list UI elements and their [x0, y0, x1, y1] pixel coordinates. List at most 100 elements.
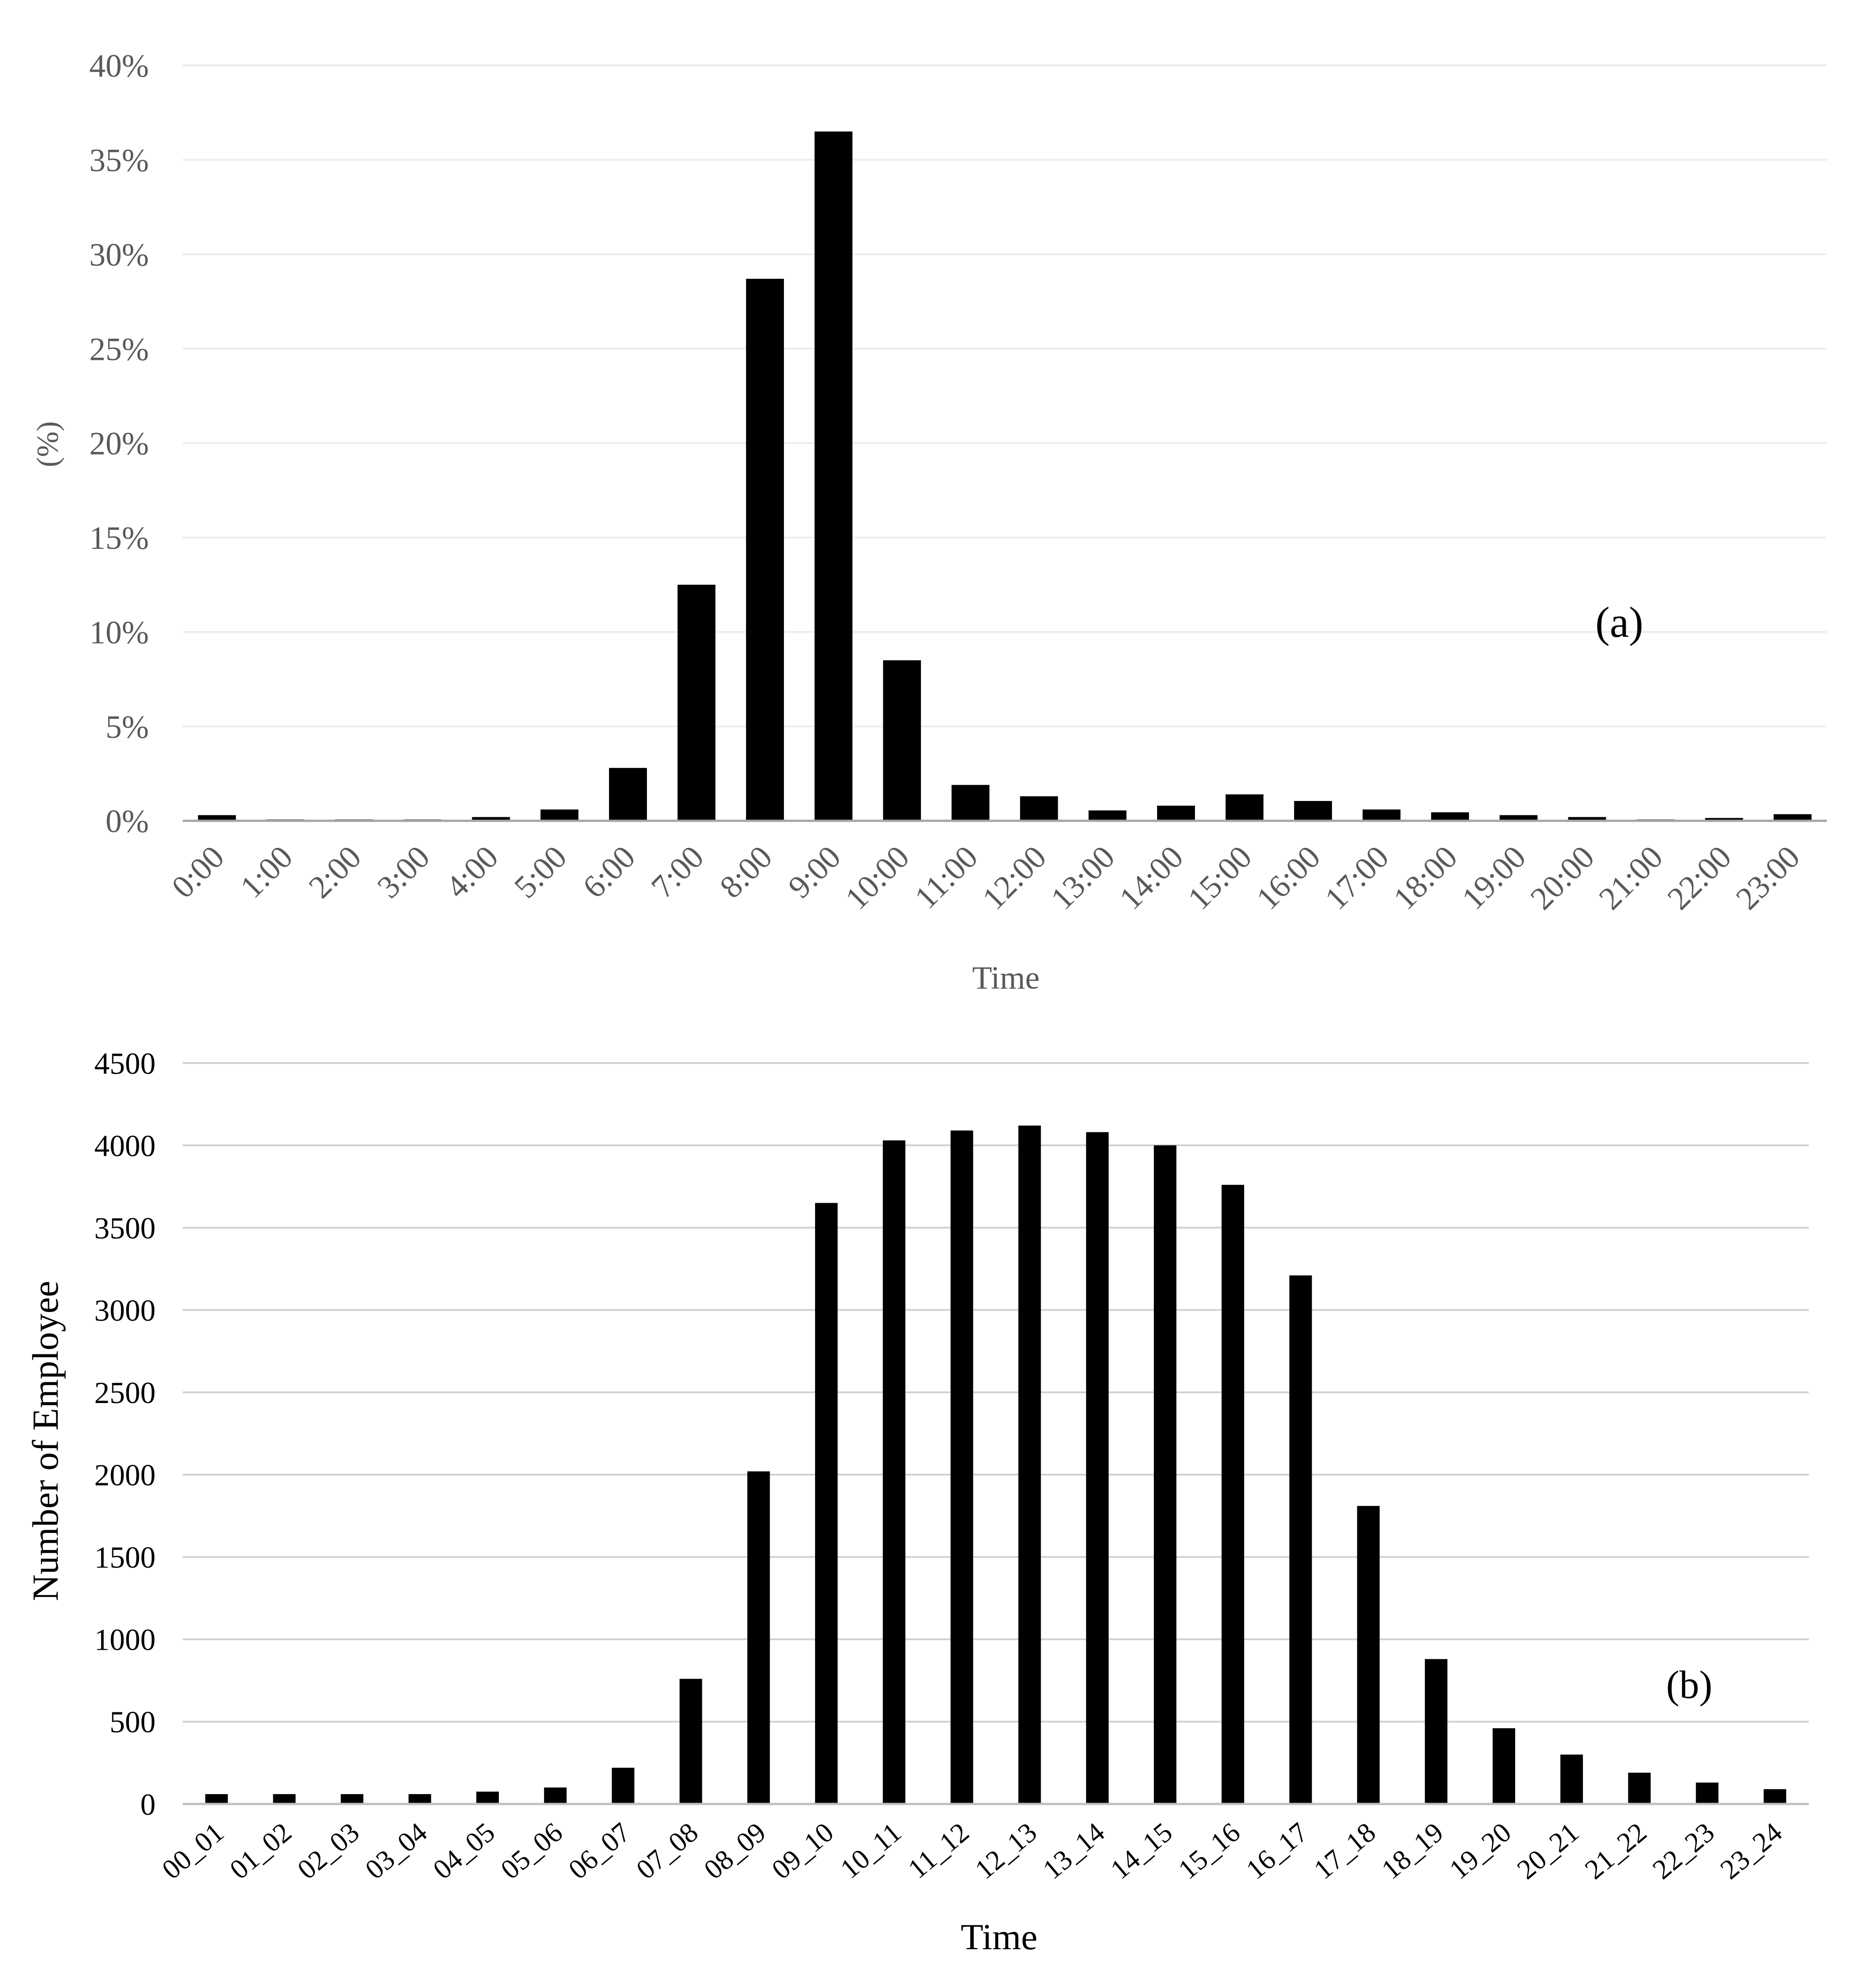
x-tick-labels-b: 00_0101_0202_0303_0404_0505_0606_0707_08… [157, 1817, 1788, 1886]
x-tick-label: 23:00 [1729, 839, 1807, 917]
y-tick-labels-b: 0 500 1000 1500 2000 2500 3000 3500 4000 4500 [94, 1046, 156, 1822]
x-tick-label: 03_04 [360, 1817, 433, 1886]
y-tick-label: 2000 [94, 1458, 156, 1492]
bar-01_02 [273, 1794, 296, 1804]
y-tick-label: 15% [89, 520, 149, 556]
bar-06_07 [612, 1767, 635, 1804]
y-tick-label: 25% [89, 331, 149, 367]
bar-20_21 [1560, 1754, 1583, 1804]
y-tick-label: 40% [89, 48, 149, 84]
y-tick-label: 5% [106, 709, 149, 745]
y-tick-label: 3000 [94, 1293, 156, 1327]
bar-03_04 [408, 1794, 431, 1804]
bar-16_17 [1289, 1275, 1312, 1804]
y-tick-label: 35% [89, 143, 149, 179]
panel-label-b: (b) [1666, 1663, 1713, 1707]
bar-7:00 [678, 584, 716, 821]
bar-17_18 [1357, 1506, 1380, 1804]
bar-14_15 [1154, 1145, 1177, 1804]
y-tick-label: 0% [106, 803, 149, 839]
bar-9:00 [814, 131, 853, 821]
y-tick-label: 1500 [94, 1540, 156, 1574]
x-tick-label: 14_15 [1105, 1817, 1178, 1886]
x-tick-label: 19_20 [1444, 1817, 1517, 1886]
y-tick-labels-a: 0% 5% 10% 15% 20% 25% 30% 35% 40% [89, 48, 149, 839]
bars-a [198, 131, 1812, 821]
x-axis-label-a: Time [972, 960, 1039, 996]
x-tick-label: 13:00 [1044, 839, 1122, 917]
bar-09_10 [815, 1203, 838, 1804]
bar-21_22 [1628, 1772, 1651, 1804]
x-tick-label: 9:00 [781, 839, 848, 905]
chart-panel-b: 0 500 1000 1500 2000 2500 3000 3500 4000 4500 00_… [25, 1046, 1809, 1957]
x-tick-label: 11:00 [908, 839, 985, 916]
x-tick-label: 08_09 [698, 1817, 771, 1886]
bar-0:00 [198, 815, 236, 821]
x-tick-label: 5:00 [507, 839, 574, 905]
bar-20:00 [1568, 817, 1606, 821]
x-tick-label: 12_13 [969, 1817, 1042, 1886]
x-tick-label: 20_21 [1512, 1817, 1585, 1886]
panel-label-a: (a) [1595, 598, 1644, 646]
x-tick-label: 06_07 [563, 1817, 636, 1886]
x-tick-label: 11_12 [903, 1817, 975, 1885]
y-tick-label: 30% [89, 237, 149, 273]
bar-05_06 [544, 1787, 567, 1804]
bar-19:00 [1499, 815, 1538, 821]
bar-13_14 [1086, 1132, 1109, 1804]
bar-13:00 [1088, 810, 1127, 821]
bars-b [205, 1125, 1786, 1804]
bar-10_11 [883, 1140, 906, 1804]
y-tick-label: 3500 [94, 1211, 156, 1245]
x-tick-label: 4:00 [439, 839, 505, 905]
x-tick-label: 7:00 [644, 839, 710, 905]
x-tick-label: 17_18 [1308, 1817, 1381, 1886]
x-tick-label: 21:00 [1592, 839, 1670, 917]
x-tick-label: 16_17 [1240, 1817, 1314, 1886]
x-tick-label: 20:00 [1523, 839, 1601, 917]
bar-17:00 [1362, 809, 1401, 821]
x-tick-label: 19:00 [1455, 839, 1533, 917]
bar-22_23 [1696, 1782, 1719, 1804]
bar-18:00 [1431, 812, 1469, 821]
y-tick-label: 500 [110, 1705, 156, 1739]
y-tick-label: 4500 [94, 1046, 156, 1081]
y-tick-label: 1000 [94, 1623, 156, 1657]
bar-12_13 [1018, 1125, 1041, 1804]
bar-23_24 [1763, 1789, 1786, 1804]
x-tick-label: 00_01 [157, 1817, 230, 1886]
x-tick-label: 09_10 [766, 1817, 839, 1886]
bar-14:00 [1157, 805, 1195, 821]
bar-00_01 [205, 1794, 228, 1804]
bar-8:00 [746, 279, 784, 821]
x-tick-label: 17:00 [1318, 839, 1396, 917]
y-tick-label: 10% [89, 614, 149, 650]
gridlines-b [183, 1062, 1809, 1723]
x-tick-label: 0:00 [165, 839, 231, 905]
x-tick-label: 12:00 [975, 839, 1053, 917]
x-tick-labels-a: 0:00 1:00 2:00 3:00 4:00 5:00 6:00 7:00 8:00 9:00… [165, 839, 1807, 917]
x-tick-label: 18_19 [1376, 1817, 1449, 1886]
x-tick-label: 2:00 [302, 839, 368, 905]
y-axis-label-b: Number of Employee [25, 1281, 66, 1601]
y-tick-label: 20% [89, 426, 149, 462]
x-tick-label: 6:00 [576, 839, 642, 905]
bar-23:00 [1774, 814, 1812, 821]
x-tick-label: 15:00 [1181, 839, 1259, 917]
bar-04_05 [476, 1791, 499, 1804]
bar-02_03 [341, 1794, 364, 1804]
bar-4:00 [472, 817, 510, 821]
x-tick-label: 10:00 [838, 839, 916, 917]
bar-08_09 [747, 1471, 770, 1804]
bar-5:00 [540, 809, 579, 821]
bar-6:00 [609, 768, 647, 821]
bar-11_12 [950, 1130, 973, 1804]
bar-07_08 [679, 1679, 702, 1804]
x-tick-label: 10_11 [834, 1817, 907, 1885]
x-tick-label: 18:00 [1386, 839, 1464, 917]
y-axis-label-a: (%) [30, 421, 65, 467]
x-tick-label: 13_14 [1037, 1817, 1110, 1886]
x-tick-label: 3:00 [370, 839, 437, 905]
x-tick-label: 15_16 [1173, 1817, 1246, 1886]
